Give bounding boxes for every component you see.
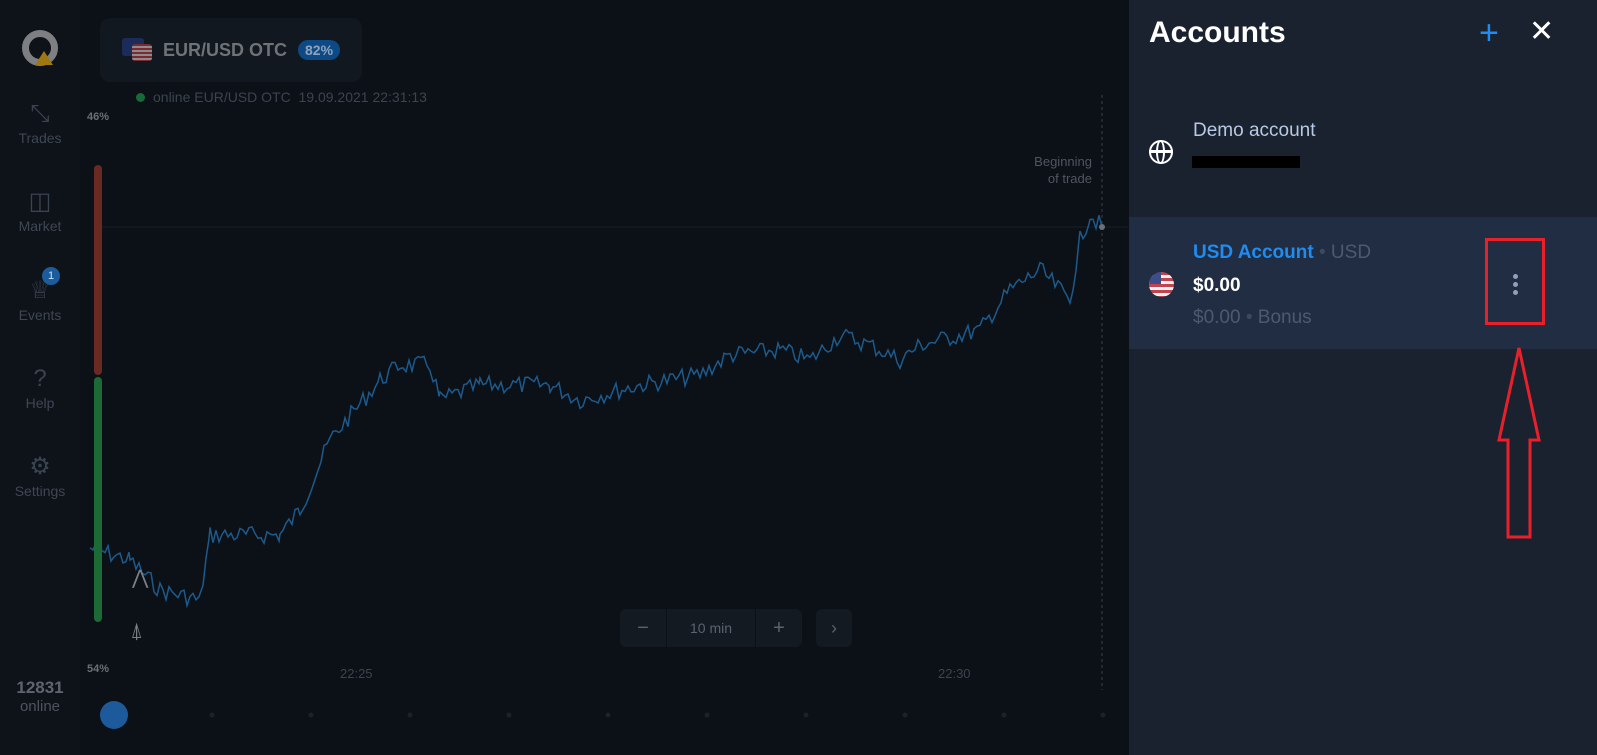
timeline-dot xyxy=(407,712,413,718)
redacted-balance xyxy=(1192,156,1300,168)
status-line: online EUR/USD OTC 19.09.2021 22:31:13 xyxy=(136,89,427,105)
status-text: online EUR/USD OTC xyxy=(153,89,291,105)
account-menu-button[interactable] xyxy=(1485,238,1545,325)
timeline-dot xyxy=(605,712,611,718)
events-badge: 1 xyxy=(42,267,60,285)
account-balance: $0.00 xyxy=(1193,275,1241,296)
timeline-dot xyxy=(1001,712,1007,718)
timeline-dot xyxy=(209,712,215,718)
timeline-dot xyxy=(308,712,314,718)
bag-icon: ◫ xyxy=(28,188,52,215)
gear-icon: ⚙ xyxy=(29,453,51,480)
arrows-icon: ⤡ xyxy=(30,100,50,127)
online-count: 12831 xyxy=(16,678,64,697)
panel-title: Accounts xyxy=(1149,16,1286,49)
timeline-dot xyxy=(506,712,512,718)
datetime: 19.09.2021 22:31:13 xyxy=(298,89,427,105)
logo[interactable] xyxy=(22,30,58,66)
account-currency: USD xyxy=(1330,242,1372,263)
sidebar-item-settings[interactable]: ⚙ Settings xyxy=(0,451,80,499)
asset-name: EUR/USD OTC xyxy=(163,40,288,60)
bonus-label: Bonus xyxy=(1257,307,1312,328)
sidebar-item-label: Market xyxy=(18,218,62,234)
trophy-icon: ♕ xyxy=(29,277,51,304)
sidebar-item-market[interactable]: ◫ Market xyxy=(0,186,80,234)
close-button[interactable]: ✕ xyxy=(1529,15,1555,48)
help-icon: ? xyxy=(33,365,47,392)
zoom-in-button[interactable]: + xyxy=(773,616,785,639)
timeline-dot xyxy=(704,712,710,718)
timeframe-control: − 10 min + xyxy=(620,609,802,647)
account-name: Demo account xyxy=(1193,120,1316,141)
timeline-dot xyxy=(902,712,908,718)
scroll-handle[interactable] xyxy=(100,701,128,729)
us-flag-icon xyxy=(132,44,152,61)
drawing-tools-icon[interactable]: ⍋ xyxy=(130,618,144,643)
demo-account-item[interactable]: Demo account xyxy=(1129,96,1597,216)
beginning-of-trade-label: Beginning of trade xyxy=(1034,153,1092,187)
asset-selector[interactable]: EUR/USD OTC 82% xyxy=(100,18,362,82)
price-line xyxy=(89,215,1103,609)
current-price-dot xyxy=(1099,224,1105,230)
online-dot-icon xyxy=(136,93,145,102)
sidebar: ⤡ Trades ◫ Market 1 ♕ Events ? Help ⚙ Settings… xyxy=(0,0,80,755)
zoom-out-button[interactable]: − xyxy=(637,616,649,639)
payout-badge: 82% xyxy=(298,40,341,60)
online-counter: 12831 online xyxy=(0,678,80,715)
usd-account-item[interactable]: USD Account • USD $0.00 $0.00 • Bonus xyxy=(1129,217,1597,349)
time-label: 22:30 xyxy=(938,666,971,681)
price-chart xyxy=(89,95,1128,729)
bonus-amount: $0.00 xyxy=(1193,307,1241,328)
us-flag-icon xyxy=(1149,272,1174,297)
timeline-dot xyxy=(1100,712,1106,718)
globe-icon xyxy=(1149,140,1173,164)
sentiment-green-bar xyxy=(94,377,102,622)
sidebar-item-help[interactable]: ? Help xyxy=(0,363,80,411)
sentiment-down-pct: 54% xyxy=(87,663,110,675)
add-account-button[interactable]: + xyxy=(1479,14,1499,52)
time-label: 22:25 xyxy=(340,666,373,681)
sentiment-red-bar xyxy=(94,165,102,375)
begin-text-2: of trade xyxy=(1047,171,1092,186)
sentiment-up-pct: 46% xyxy=(87,111,110,123)
sidebar-item-label: Events xyxy=(18,307,62,323)
scroll-right-button[interactable]: › xyxy=(816,609,852,647)
account-name: USD Account xyxy=(1193,242,1314,263)
sidebar-item-label: Settings xyxy=(14,483,66,499)
arrow-annotation xyxy=(1497,347,1541,539)
accounts-panel: Accounts + ✕ Demo account USD Account • … xyxy=(1129,0,1597,755)
timeframe-value: 10 min xyxy=(666,609,756,647)
chart-area[interactable]: EUR/USD OTC 82% online EUR/USD OTC 19.09… xyxy=(80,0,1128,755)
timeline-dot xyxy=(803,712,809,718)
sidebar-item-trades[interactable]: ⤡ Trades xyxy=(0,98,80,146)
sidebar-item-label: Trades xyxy=(18,130,62,146)
begin-text: Beginning xyxy=(1034,154,1092,169)
sidebar-item-events[interactable]: 1 ♕ Events xyxy=(0,267,80,323)
sidebar-item-label: Help xyxy=(25,395,55,411)
online-label: online xyxy=(19,698,61,715)
chart-type-icon[interactable]: ⋀ xyxy=(132,567,149,589)
